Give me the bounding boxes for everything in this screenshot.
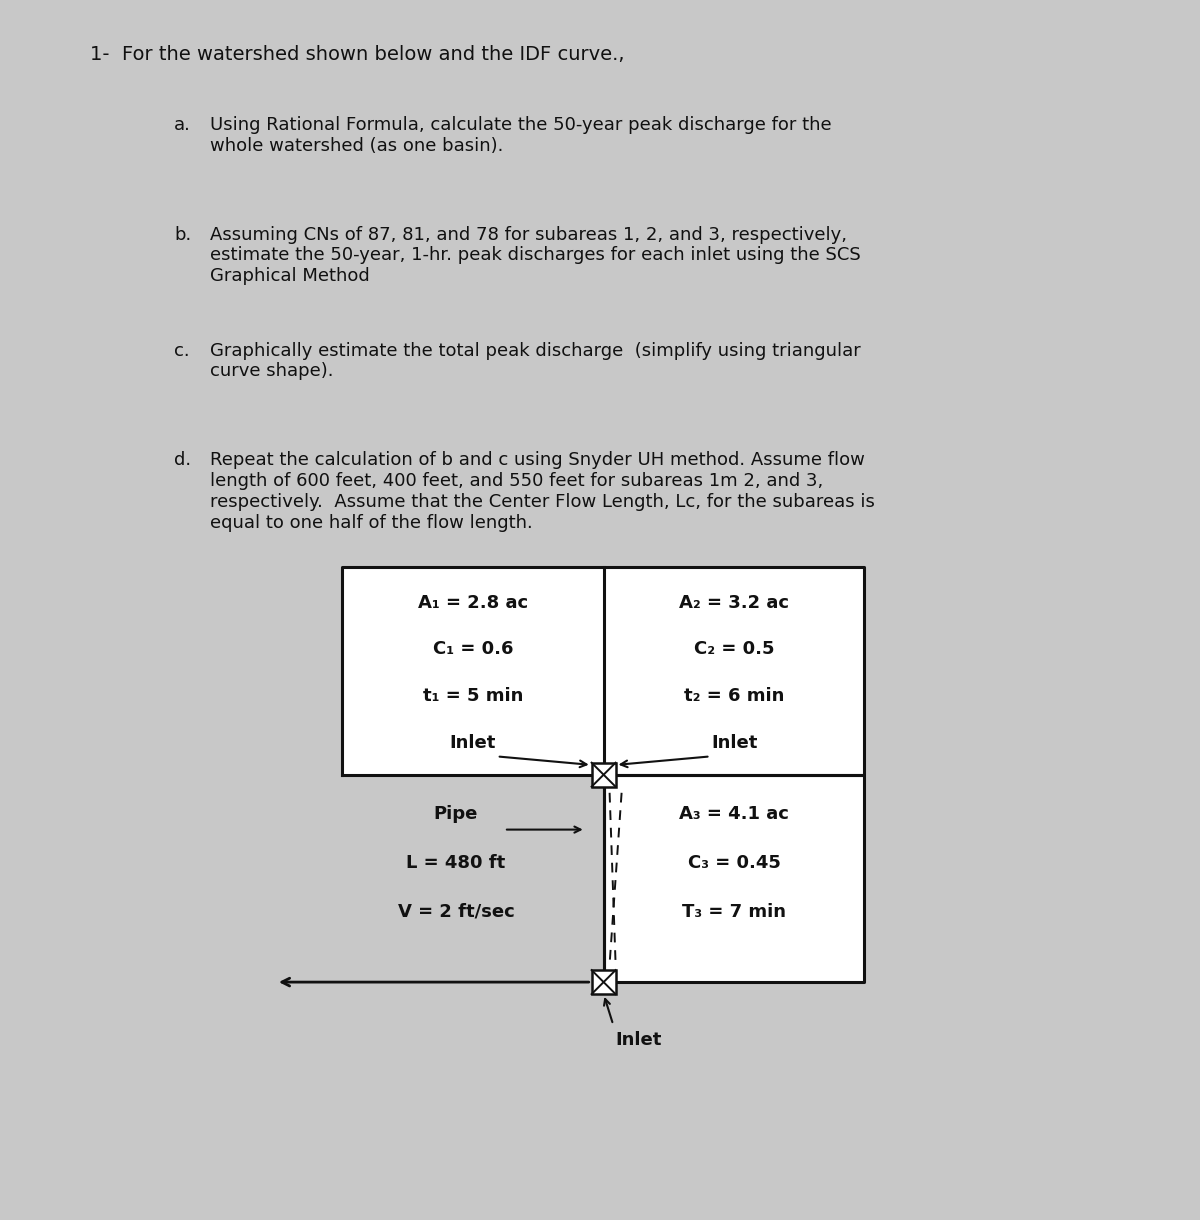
Text: C₁ = 0.6: C₁ = 0.6 — [432, 640, 514, 659]
Text: Pipe: Pipe — [434, 805, 478, 824]
Text: a.: a. — [174, 116, 191, 134]
Text: Inlet: Inlet — [616, 1031, 662, 1049]
Text: d.: d. — [174, 451, 191, 470]
Text: Inlet: Inlet — [712, 734, 757, 753]
Text: A₃ = 4.1 ac: A₃ = 4.1 ac — [679, 805, 790, 824]
Text: C₂ = 0.5: C₂ = 0.5 — [694, 640, 775, 659]
Text: V = 2 ft/sec: V = 2 ft/sec — [397, 903, 515, 921]
Text: t₁ = 5 min: t₁ = 5 min — [422, 687, 523, 705]
Text: C₃ = 0.45: C₃ = 0.45 — [688, 854, 781, 872]
Text: Inlet: Inlet — [450, 734, 496, 753]
Text: Using Rational Formula, calculate the 50-year peak discharge for the
whole water: Using Rational Formula, calculate the 50… — [210, 116, 832, 155]
FancyBboxPatch shape — [604, 775, 864, 982]
FancyBboxPatch shape — [342, 567, 604, 775]
Text: A₂ = 3.2 ac: A₂ = 3.2 ac — [679, 594, 790, 612]
Text: 1-  For the watershed shown below and the IDF curve.,: 1- For the watershed shown below and the… — [90, 45, 624, 65]
Text: Assuming CNs of 87, 81, and 78 for subareas 1, 2, and 3, respectively,
estimate : Assuming CNs of 87, 81, and 78 for subar… — [210, 226, 860, 285]
Text: c.: c. — [174, 342, 190, 360]
Text: Graphically estimate the total peak discharge  (simplify using triangular
curve : Graphically estimate the total peak disc… — [210, 342, 860, 381]
Text: T₃ = 7 min: T₃ = 7 min — [683, 903, 786, 921]
Text: t₂ = 6 min: t₂ = 6 min — [684, 687, 785, 705]
Text: Repeat the calculation of b and c using Snyder UH method. Assume flow
length of : Repeat the calculation of b and c using … — [210, 451, 875, 532]
Bar — [592, 762, 616, 787]
Bar — [592, 970, 616, 994]
Text: L = 480 ft: L = 480 ft — [407, 854, 505, 872]
FancyBboxPatch shape — [604, 567, 864, 775]
Text: A₁ = 2.8 ac: A₁ = 2.8 ac — [418, 594, 528, 612]
Text: b.: b. — [174, 226, 191, 244]
